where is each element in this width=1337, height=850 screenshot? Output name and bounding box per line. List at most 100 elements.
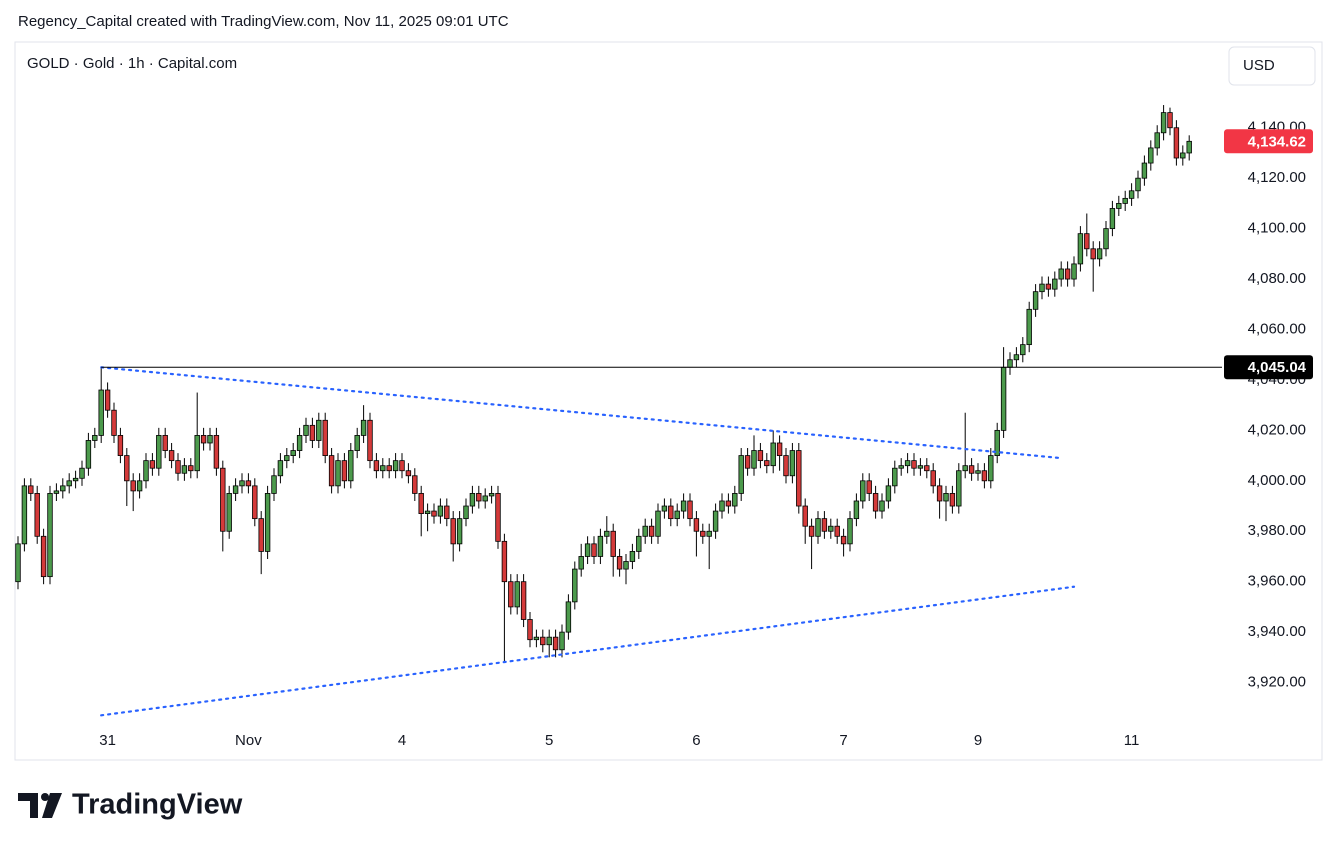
y-tick-label: 4,100.00 [1248, 220, 1306, 237]
price-tag [1224, 129, 1313, 154]
candle-body [988, 455, 994, 482]
candle-body [789, 450, 796, 477]
candle-body [456, 518, 463, 545]
candle-body [540, 636, 546, 646]
candle-body [245, 480, 252, 487]
candle-body [1084, 233, 1090, 250]
candle-body [847, 518, 853, 545]
candle-body [424, 510, 431, 514]
x-tick-label: 11 [1124, 732, 1140, 749]
footer-brand: TradingView [72, 789, 243, 821]
candle-body [872, 493, 879, 512]
candle-body [194, 435, 200, 472]
candle-body [892, 467, 898, 487]
candle-body [392, 460, 399, 472]
candle-body [636, 535, 642, 552]
trendline [100, 366, 1063, 460]
candle-body [744, 455, 751, 469]
candle-body [597, 535, 604, 557]
y-tick-label: 4,020.00 [1248, 421, 1306, 438]
candle-body [418, 493, 424, 514]
candle-body [610, 530, 616, 557]
candle-body [738, 455, 744, 494]
candle-body [994, 429, 1000, 456]
candle-body [1154, 132, 1160, 149]
x-tick-label: Nov [235, 732, 262, 749]
candle-body [866, 480, 872, 494]
candle-body [552, 636, 559, 651]
candle-body [917, 465, 924, 469]
price-tag-label: 4,134.62 [1248, 133, 1306, 150]
currency-button[interactable] [1228, 46, 1316, 86]
y-tick-label: 4,080.00 [1248, 270, 1306, 287]
candle-body [770, 442, 776, 467]
candle-body [508, 581, 514, 608]
candle-body [1116, 203, 1122, 209]
price-tag [1224, 355, 1313, 380]
candle-body [1167, 112, 1173, 129]
candle-body [98, 389, 104, 436]
candle-body [450, 518, 456, 545]
candle-body [1160, 112, 1167, 134]
candle-body [1090, 248, 1096, 260]
symbol-label: GOLD · Gold · 1h · Capital.com [27, 55, 237, 72]
candle-body [700, 530, 706, 537]
candle-body [143, 460, 149, 482]
candle-body [15, 543, 21, 583]
candle-body [796, 450, 802, 507]
candle-body [1032, 291, 1039, 310]
candle-body [834, 525, 840, 537]
candle-body [463, 505, 469, 520]
y-tick-label: 4,060.00 [1248, 320, 1306, 337]
candle-body [1071, 263, 1077, 280]
candle-body [168, 450, 175, 462]
candle-body [1103, 228, 1109, 250]
candle-body [284, 455, 290, 462]
candle-body [149, 460, 156, 469]
candle-body [53, 490, 60, 494]
candle-body [21, 485, 28, 545]
candle-body [72, 477, 79, 482]
currency-label: USD [1243, 57, 1275, 74]
candle-body [732, 493, 738, 507]
candle-body [924, 465, 930, 472]
candle-body [252, 485, 258, 520]
candle-body [1013, 354, 1020, 361]
candle-body [776, 442, 783, 456]
candle-body [1122, 197, 1128, 204]
candle-body [719, 500, 725, 512]
candle-body [828, 525, 834, 532]
candle-body [213, 435, 220, 469]
candle-body [124, 455, 130, 482]
candle-body [1128, 190, 1135, 199]
candle-body [751, 450, 757, 469]
candle-body [642, 525, 648, 537]
candle-body [341, 460, 348, 482]
y-tick-label: 3,940.00 [1248, 623, 1306, 640]
candle-body [348, 450, 354, 482]
candle-body [437, 505, 444, 517]
candle-body [290, 450, 296, 456]
candle-body [629, 551, 636, 562]
candle-body [482, 495, 488, 502]
candle-body [815, 518, 821, 537]
candle-body [802, 505, 808, 527]
candle-body [47, 493, 53, 578]
candle-body [572, 568, 578, 603]
candle-body [271, 475, 277, 494]
candle-body [328, 455, 335, 487]
candle-body [92, 435, 98, 441]
candle-body [444, 505, 450, 520]
candle-body [604, 530, 610, 537]
x-tick-label: 9 [974, 732, 982, 749]
candle-body [1000, 366, 1007, 431]
candle-body [821, 518, 828, 532]
candle-body [949, 493, 956, 507]
candle-body [616, 556, 623, 570]
candle-body [111, 409, 117, 436]
y-tick-label: 4,120.00 [1248, 169, 1306, 186]
candle-body [488, 493, 495, 497]
candle-body [495, 493, 501, 542]
candle-body [1020, 344, 1026, 356]
candle-body [226, 493, 232, 532]
